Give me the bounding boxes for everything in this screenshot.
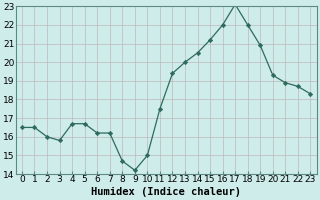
X-axis label: Humidex (Indice chaleur): Humidex (Indice chaleur): [91, 187, 241, 197]
